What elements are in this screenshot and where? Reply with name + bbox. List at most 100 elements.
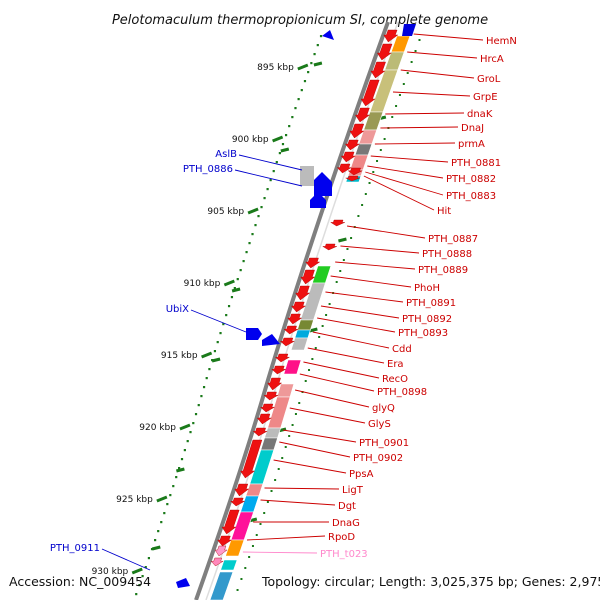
label-leader	[380, 126, 459, 129]
cds-arrow	[344, 139, 361, 151]
gc-skew-dot	[236, 589, 239, 591]
gc-skew-dot	[266, 501, 269, 503]
label-leader	[330, 275, 412, 288]
label-leader	[190, 309, 247, 333]
gene-label: PTH_0888	[422, 249, 472, 260]
cog-band-segment	[290, 337, 309, 351]
gc-dot	[284, 134, 288, 137]
tick-mark	[131, 567, 143, 575]
gc-dot	[269, 179, 272, 182]
tick-label: 920 kbp	[139, 423, 176, 433]
label-leader	[392, 91, 471, 97]
cds-arrow	[287, 313, 303, 325]
gc-skew-dot	[406, 72, 409, 74]
cds-arrow	[259, 403, 276, 413]
gc-skew-dot	[274, 479, 277, 481]
cog-band-segment	[209, 571, 234, 600]
gc-dot	[257, 215, 260, 218]
gene-label: Cdd	[392, 344, 412, 355]
gc-skew-dot	[281, 457, 284, 459]
label-leader	[413, 33, 484, 41]
gc-dot	[178, 467, 181, 470]
tick-mark	[179, 423, 191, 431]
gc-dot	[300, 89, 303, 92]
gc-dot	[236, 278, 239, 281]
feature-arrow	[176, 578, 190, 588]
label-leader	[307, 347, 385, 364]
gc-dot	[166, 503, 169, 506]
gc-mark	[313, 61, 323, 67]
gc-skew-dot	[398, 94, 401, 96]
label-leader	[242, 551, 318, 554]
gene-label-left: AslB	[215, 149, 237, 160]
feature-block	[300, 166, 314, 186]
gene-label: GrpE	[473, 92, 498, 103]
gc-skew-dot	[311, 358, 314, 360]
cog-band-segment	[283, 359, 302, 375]
gc-skew-dot	[368, 182, 371, 184]
cds-arrow	[267, 377, 283, 391]
gc-skew-dot	[361, 204, 364, 206]
gc-dot	[260, 206, 263, 209]
gene-label: dnaK	[467, 109, 493, 120]
tick-label: 900 kbp	[232, 135, 269, 145]
cog-band-segment	[260, 437, 278, 451]
tick-label: 905 kbp	[207, 207, 244, 217]
label-leader	[363, 175, 435, 211]
tick-label: 925 kbp	[116, 495, 153, 505]
cds-arrow	[263, 391, 279, 401]
gene-label: Dgt	[338, 501, 356, 512]
gc-skew-dot	[304, 380, 307, 382]
gc-dot	[288, 125, 291, 128]
gc-skew-dot	[395, 105, 398, 107]
cds-arrow	[360, 79, 380, 107]
gc-dot	[205, 377, 208, 380]
gc-skew-dot	[248, 556, 251, 558]
label-leader	[273, 459, 347, 474]
label-leader	[299, 373, 375, 392]
label-leader	[370, 155, 449, 163]
gene-label: GroL	[477, 74, 501, 85]
label-leader	[234, 169, 303, 187]
gene-label: PTH_0893	[398, 328, 448, 339]
label-leader	[374, 142, 456, 145]
gc-dot	[233, 287, 236, 290]
gc-dot	[245, 251, 248, 254]
cds-arrow	[283, 325, 299, 335]
label-leader	[264, 487, 340, 490]
gc-dot	[175, 476, 178, 479]
cds-arrow	[230, 497, 246, 507]
gene-label: PTH_0883	[446, 191, 496, 202]
label-leader	[282, 429, 357, 443]
gc-skew-dot	[339, 270, 342, 272]
gc-dot	[141, 575, 144, 578]
cds-arrow	[221, 509, 240, 535]
gene-label: DnaJ	[461, 123, 484, 134]
cds-arrows	[210, 29, 399, 567]
cog-band-segment	[245, 483, 264, 497]
label-leader	[335, 261, 416, 270]
gc-skew-dot	[240, 578, 243, 580]
gc-mark	[280, 147, 290, 153]
feature-block	[402, 24, 416, 36]
gc-dot	[150, 548, 154, 551]
tick-label: 910 kbp	[184, 279, 221, 289]
gc-skew-dot	[325, 314, 328, 316]
cds-arrow	[295, 285, 311, 301]
cds-arrow	[340, 151, 356, 163]
cds-arrow	[349, 123, 365, 139]
feature-arrow	[246, 328, 262, 340]
gc-skew-dot	[410, 61, 413, 63]
gc-skew-dot	[346, 248, 349, 250]
gc-skew-dot	[277, 468, 280, 470]
gc-skew-dot	[321, 325, 324, 327]
cog-band-segment	[264, 427, 282, 439]
cog-band-segment	[390, 35, 411, 53]
tick-mark	[223, 279, 235, 287]
gc-dot	[183, 449, 186, 452]
gc-skew-dot	[259, 523, 262, 525]
label-leader	[347, 225, 426, 239]
cds-arrow	[256, 413, 272, 425]
tick-mark	[201, 351, 213, 359]
